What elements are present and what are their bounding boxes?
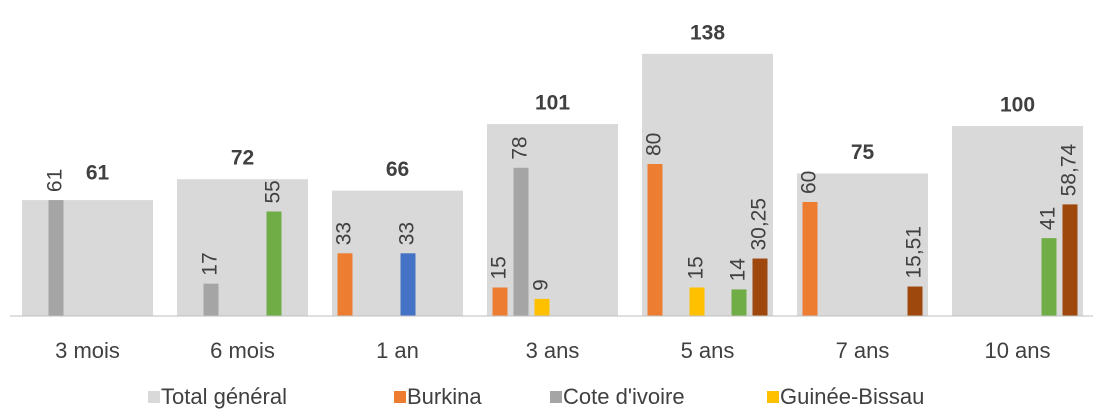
- total-label: 61: [86, 162, 110, 185]
- total-label: 66: [386, 158, 409, 181]
- bar: [203, 283, 219, 316]
- value-label: 9: [530, 279, 553, 291]
- bar: [513, 167, 529, 316]
- total-label: 100: [1000, 94, 1035, 117]
- bar: [802, 202, 818, 316]
- value-label: 60: [798, 171, 821, 194]
- legend-label: Guinée-Bissau: [780, 384, 924, 409]
- value-label: 15: [685, 256, 708, 279]
- legend-swatch: [550, 391, 562, 403]
- value-label: 17: [199, 252, 222, 275]
- bar: [1062, 204, 1078, 316]
- value-label: 78: [509, 136, 532, 159]
- bar: [1041, 238, 1057, 316]
- total-label: 72: [231, 147, 254, 170]
- value-label: 80: [643, 133, 666, 156]
- total-bar: [332, 190, 463, 316]
- value-label: 15: [488, 256, 511, 279]
- x-tick-label: 7 ans: [836, 338, 890, 363]
- total-bar: [952, 126, 1083, 316]
- x-tick-label: 6 mois: [210, 338, 275, 363]
- total-label: 101: [535, 92, 570, 115]
- x-tick-label: 1 an: [376, 338, 419, 363]
- total-bar: [177, 179, 308, 316]
- value-label: 14: [727, 258, 750, 282]
- total-label: 138: [690, 21, 725, 44]
- value-label: 55: [262, 180, 285, 203]
- total-bar: [642, 53, 773, 317]
- bar: [337, 253, 353, 316]
- bar: [400, 253, 416, 316]
- bar: [492, 287, 508, 316]
- value-label: 30,25: [748, 198, 771, 251]
- value-label: 41: [1037, 207, 1060, 230]
- total-bar: [797, 173, 928, 316]
- value-label: 33: [333, 222, 356, 245]
- bar: [647, 164, 663, 316]
- total-bar: [487, 124, 618, 316]
- total-label: 75: [851, 141, 875, 164]
- x-tick-label: 5 ans: [681, 338, 735, 363]
- legend-swatch: [767, 391, 779, 403]
- value-label: 58,74: [1058, 144, 1081, 197]
- value-label: 15,51: [903, 226, 926, 279]
- value-label: 61: [44, 169, 67, 192]
- x-tick-label: 10 ans: [984, 338, 1050, 363]
- value-label: 33: [396, 222, 419, 245]
- legend-label: Total général: [161, 384, 287, 409]
- legend-label: Burkina: [407, 384, 482, 409]
- bar: [48, 200, 64, 316]
- bar: [731, 289, 747, 316]
- bar: [907, 286, 923, 316]
- legend-label: Cote d'ivoire: [563, 384, 685, 409]
- total-bar: [22, 200, 153, 316]
- bar: [266, 211, 282, 316]
- x-tick-label: 3 ans: [526, 338, 580, 363]
- legend-swatch: [148, 391, 160, 403]
- bar: [534, 298, 550, 316]
- x-tick-label: 3 mois: [55, 338, 120, 363]
- bar: [752, 258, 768, 316]
- bar: [689, 287, 705, 316]
- legend-swatch: [394, 391, 406, 403]
